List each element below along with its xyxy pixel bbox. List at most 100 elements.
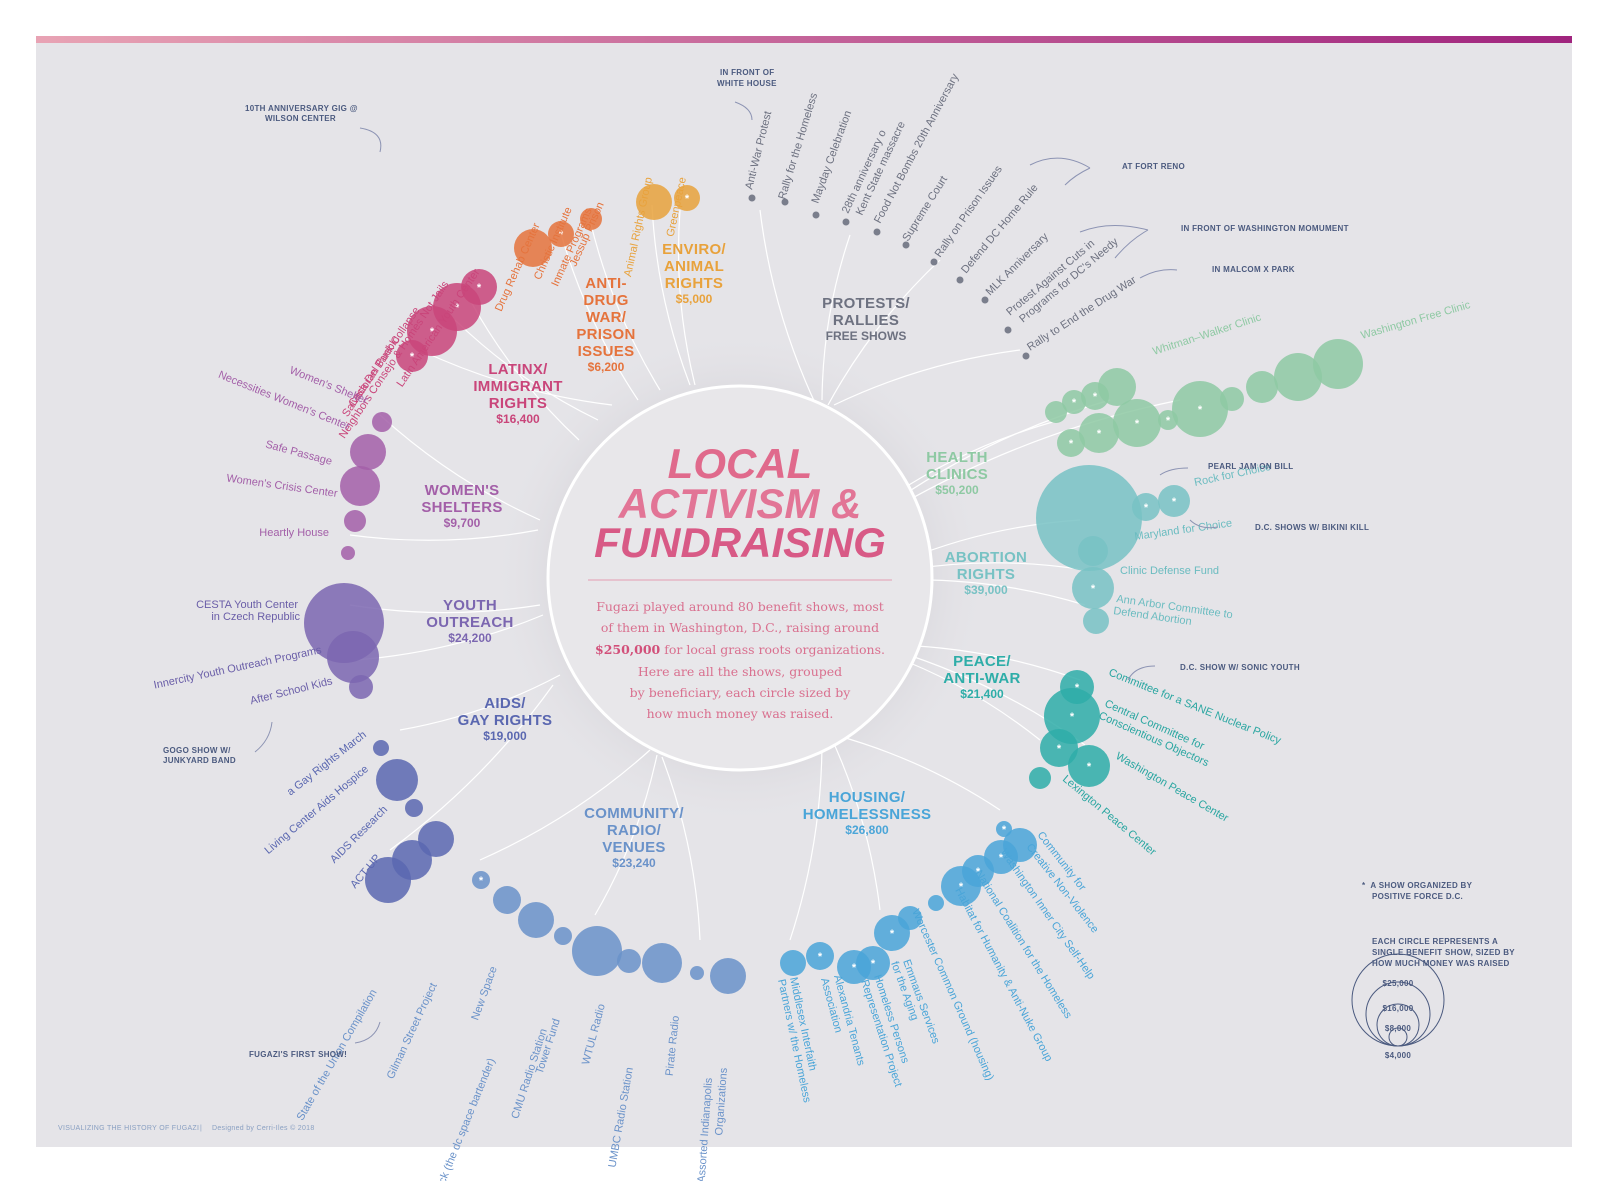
bubble-circle [372,412,392,432]
bubble-circle [1132,493,1160,521]
gear-icon [956,276,964,284]
show-bubble-enviro [636,184,672,220]
connector-1 [454,319,599,421]
show-bubble-womens [340,466,380,506]
bubble-circle [1068,745,1110,787]
connector-22 [834,734,1001,811]
show-bubble-abortion: * [1132,493,1160,521]
positive-force-star: * [852,962,857,974]
title-line-1: LOCAL [668,440,813,487]
bubble-circle [554,927,572,945]
category-peace-title-1: ANTI-WAR [943,670,1020,687]
positive-force-star: * [1135,418,1140,430]
legend-star-text: A SHOW ORGANIZED BY [1370,881,1472,890]
show-bubble-housing [928,895,944,911]
legend-size-label-1: $16,000 [1382,1004,1413,1013]
blurb-line-2: of them in Washington, D.C., raising aro… [601,620,879,635]
category-headings: LATINX/IMMIGRANTRIGHTS$16,400ANTI-DRUGWA… [421,241,1027,870]
legend-size-label-0: $25,000 [1382,979,1413,988]
note-gogo-1: GOGO SHOW W/ [163,746,231,755]
category-antidrug-title-4: ISSUES [578,343,635,360]
category-antidrug-amount: $6,200 [588,360,625,374]
note-first-show: FUGAZI'S FIRST SHOW! [249,1050,347,1059]
bubble-circle [344,510,366,532]
top-gradient-bar [36,36,1572,43]
connector-4 [589,219,661,391]
show-bubble-health: * [1062,390,1086,414]
gear-icon [902,241,910,249]
connector-26 [399,674,561,731]
positive-force-star: * [1057,743,1062,755]
bubble-circle [710,958,746,994]
connector-7 [759,209,817,406]
bubble-circle [874,915,910,951]
category-community-title-1: RADIO/ [607,822,662,839]
positive-force-star: * [430,326,435,338]
bubble-circle [1083,608,1109,634]
note-gogo-2: JUNKYARD BAND [163,756,236,765]
bubble-circle [1246,371,1278,403]
show-bubble-health [1098,368,1136,406]
gear-icon [781,198,789,206]
arrow-gogo [254,721,273,753]
bubble-circle [548,221,574,247]
bubble-circle [514,229,552,267]
footer-left: VISUALIZING THE HISTORY OF FUGAZI [58,1125,199,1132]
category-latinx-title-1: IMMIGRANT [473,378,562,395]
bubble-circle [1098,368,1136,406]
show-bubble-womens [344,510,366,532]
note-bikini-kill: D.C. SHOWS W/ BIKINI KILL [1255,523,1369,532]
bubble-circle [376,759,418,801]
annotations [254,101,1219,1044]
show-bubble-health: * [1113,399,1161,447]
bubble-circle [327,631,379,683]
category-womens-title-0: WOMEN'S [425,482,500,499]
positive-force-star: * [685,193,690,205]
connector-21 [829,734,881,911]
bubble-circle [350,434,386,470]
positive-force-star: * [890,928,895,940]
category-womens-title-1: SHELTERS [421,499,502,516]
category-housing-title-0: HOUSING/ [829,789,906,806]
connector-9 [827,259,941,406]
category-protests-title-0: PROTESTS/ [822,295,910,312]
bubble-circle [472,871,490,889]
category-enviro-title-1: ANIMAL [664,258,724,275]
arrow-monument-2 [1114,229,1149,259]
legend-star-line-1: * A SHOW ORGANIZED BY [1362,881,1473,890]
connector-20 [789,739,823,941]
positive-force-star: * [1144,502,1149,514]
note-wilson-2: WILSON CENTER [265,114,336,123]
connector-31 [349,529,539,541]
connector-3 [559,229,639,401]
show-bubble-health: * [1172,381,1228,437]
show-bubble-antidrug: * [548,221,574,247]
positive-force-star: * [455,302,460,314]
category-abortion-amount: $39,000 [964,583,1008,597]
positive-force-star: * [559,229,564,241]
blurb-line-3-rest: for local grass roots organizations. [660,642,885,657]
bubble-circle [518,902,554,938]
positive-force-star: * [976,866,981,878]
positive-force-star: * [1070,711,1075,723]
category-aids-title-0: AIDS/ [484,695,526,712]
blurb-line-6: how much money was raised. [647,706,834,721]
legend-size-line-1: EACH CIRCLE REPRESENTS A [1372,937,1498,946]
bubble-circle [1029,767,1051,789]
arrow-sonic-youth [1127,665,1156,681]
show-bubble-abortion [1078,536,1108,566]
bubble-circle [1057,429,1085,457]
category-housing: HOUSING/HOMELESSNESS$26,800 [803,789,932,837]
category-peace-amount: $21,400 [960,687,1004,701]
legend-size-label-2: $8,000 [1385,1024,1412,1033]
show-bubble-latinx: * [396,340,428,372]
connector-27 [389,684,554,851]
show-bubble-community [710,958,746,994]
show-bubble-housing: * [806,942,834,970]
show-bubble-health [1274,353,1322,401]
category-housing-title-1: HOMELESSNESS [803,806,932,823]
show-bubble-abortion [1083,608,1109,634]
